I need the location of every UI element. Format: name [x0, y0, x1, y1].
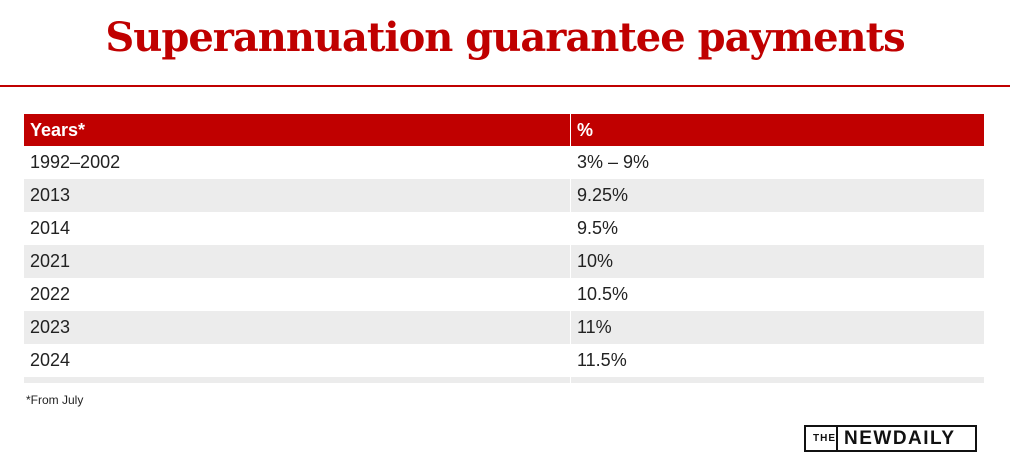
table-row: 2022 10.5%: [24, 278, 984, 311]
table-row: 2021 10%: [24, 245, 984, 278]
logo-prefix: THE: [813, 433, 836, 444]
cell-percent: 9.25%: [577, 185, 629, 205]
logo-divider: [836, 427, 838, 450]
cell-year: 2013: [24, 179, 571, 212]
table-row: 1992–2002 3% – 9%: [24, 146, 984, 179]
chart-title: Superannuation guarantee payments: [105, 14, 905, 61]
cell-percent: 11%: [577, 317, 612, 337]
cell-year: 1992–2002: [24, 146, 571, 179]
logo-name: NEWDAILY: [844, 427, 956, 449]
table-row: 2014 9.5%: [24, 212, 984, 245]
table-row: 2013 9.25%: [24, 179, 984, 212]
title-divider: [0, 85, 1010, 87]
cell-year: 2022: [24, 278, 571, 311]
table-row: 2023 11%: [24, 311, 984, 344]
brand-logo: THE NEWDAILY: [804, 425, 977, 452]
cell-percent: 3% – 9%: [577, 152, 650, 172]
cell-percent: 10.5%: [577, 284, 629, 304]
cell-percent: 9.5%: [577, 218, 619, 238]
cell-year: 2014: [24, 212, 571, 245]
table-row-cutoff: [24, 377, 984, 383]
cell-empty: [571, 377, 984, 383]
cell-percent: 10%: [577, 251, 614, 271]
column-header-percent: %: [577, 120, 594, 140]
cell-year: 2024: [24, 344, 571, 377]
column-header-years: Years*: [24, 114, 571, 146]
footnote: *From July: [26, 393, 84, 407]
table-row: 2024 11.5%: [24, 344, 984, 377]
table-header-row: Years* %: [24, 114, 984, 146]
cell-empty: [24, 377, 571, 383]
cell-percent: 11.5%: [577, 350, 627, 370]
cell-year: 2023: [24, 311, 571, 344]
data-table: Years* % 1992–2002 3% – 9% 2013 9.25% 20…: [24, 114, 984, 383]
cell-year: 2021: [24, 245, 571, 278]
